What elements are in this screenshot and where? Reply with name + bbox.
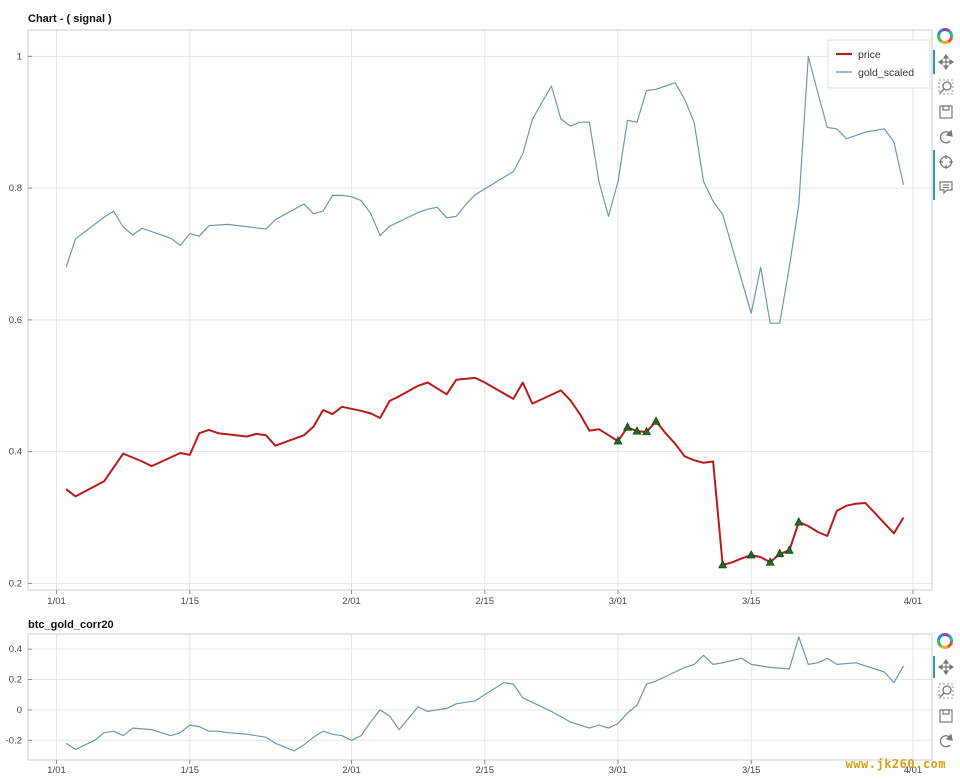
signal-triangle-marker xyxy=(651,416,661,425)
corr-y-axis: -0.2 0 0.2 0.4 xyxy=(6,644,32,746)
inspect-tools-active-indicator xyxy=(933,150,935,200)
main-plot-frame xyxy=(27,29,933,591)
save-tool-icon[interactable] xyxy=(939,709,953,723)
corr-x-axis: 1/01 1/15 2/01 2/15 3/01 3/15 4/01 xyxy=(47,760,922,776)
hover-tool-icon[interactable] xyxy=(939,181,953,195)
corr-grid xyxy=(28,634,932,760)
main-toolbar xyxy=(933,28,955,200)
reset-tool-icon[interactable] xyxy=(939,129,953,144)
legend: price gold_scaled xyxy=(827,39,931,89)
corr-chart-title: btc_gold_corr20 xyxy=(28,619,114,631)
signal-triangle-marker xyxy=(794,517,804,526)
x-tick-label: 1/01 xyxy=(47,596,66,607)
signal-triangle-marker xyxy=(718,559,728,569)
signal-triangle-marker xyxy=(642,426,652,436)
pan-tool-active-indicator xyxy=(933,656,935,678)
signal-triangle-marker xyxy=(765,557,775,566)
series-line-price xyxy=(65,376,905,566)
y-tick-label: 0.4 xyxy=(9,447,22,458)
signal-triangle-marker xyxy=(613,435,623,445)
signal-triangle-marker xyxy=(746,549,756,559)
main-y-axis: 0.2 0.4 0.6 0.8 1 xyxy=(9,51,32,589)
legend-label-price: price xyxy=(858,49,881,61)
x-tick-label: 1/01 xyxy=(47,765,66,776)
main-series xyxy=(65,55,905,566)
x-tick-label: 3/15 xyxy=(742,765,761,776)
signal-triangle-marker xyxy=(784,545,794,554)
y-tick-label: 0.4 xyxy=(9,644,22,655)
x-tick-label: 3/01 xyxy=(609,765,628,776)
signal-triangle-marker xyxy=(775,548,785,558)
zoom-tool-icon[interactable] xyxy=(938,683,954,699)
y-tick-label: 0 xyxy=(17,705,22,716)
x-tick-label: 4/01 xyxy=(904,765,923,776)
signal-triangle-marker xyxy=(622,422,632,431)
main-chart-title: Chart - ( signal ) xyxy=(28,13,112,25)
x-tick-label: 3/01 xyxy=(609,596,628,607)
pan-tool-icon[interactable] xyxy=(937,658,955,676)
watermark-text: www.jk260.com xyxy=(845,757,946,771)
corr-chart: btc_gold_corr20 -0.2 0 0.2 0.4 1/01 1/15 2/01… xyxy=(6,619,933,776)
y-tick-label: 1 xyxy=(17,51,22,62)
x-tick-label: 1/15 xyxy=(181,765,200,776)
corr-toolbar xyxy=(933,633,955,748)
x-tick-label: 1/15 xyxy=(181,596,200,607)
pan-tool-icon[interactable] xyxy=(937,53,955,71)
x-tick-label: 2/15 xyxy=(476,596,495,607)
crosshair-tool-icon[interactable] xyxy=(939,155,953,169)
reset-tool-icon[interactable] xyxy=(939,733,953,748)
y-tick-label: 0.2 xyxy=(9,578,22,589)
legend-label-gold-scaled: gold_scaled xyxy=(858,67,914,79)
x-tick-label: 2/01 xyxy=(342,765,361,776)
series-line-gold-scaled xyxy=(65,55,905,324)
main-chart: Chart - ( signal ) 0.2 0.4 0.6 0.8 1 1/01 1/1… xyxy=(9,13,933,607)
y-tick-label: 0.6 xyxy=(9,315,22,326)
signal-markers xyxy=(613,416,804,569)
corr-plot-frame xyxy=(27,633,933,761)
zoom-tool-icon[interactable] xyxy=(938,79,954,95)
y-tick-label: 0.8 xyxy=(9,183,22,194)
corr-series xyxy=(65,636,905,752)
x-tick-label: 2/15 xyxy=(476,765,495,776)
legend-box xyxy=(827,39,931,89)
main-x-axis: 1/01 1/15 2/01 2/15 3/01 3/15 4/01 xyxy=(47,590,922,607)
signal-triangle-marker xyxy=(632,426,642,435)
series-line-btc-gold-corr20 xyxy=(65,636,905,752)
y-tick-label: 0.2 xyxy=(9,675,22,686)
bokeh-logo-icon xyxy=(937,633,953,649)
x-tick-label: 4/01 xyxy=(904,596,923,607)
watermark: www.jk260.com xyxy=(846,757,946,771)
x-tick-label: 2/01 xyxy=(342,596,361,607)
save-tool-icon[interactable] xyxy=(939,105,953,119)
main-grid xyxy=(28,30,932,590)
bokeh-logo-icon xyxy=(937,28,953,44)
x-tick-label: 3/15 xyxy=(742,596,761,607)
pan-tool-active-indicator xyxy=(933,50,935,74)
y-tick-label: -0.2 xyxy=(6,735,22,746)
